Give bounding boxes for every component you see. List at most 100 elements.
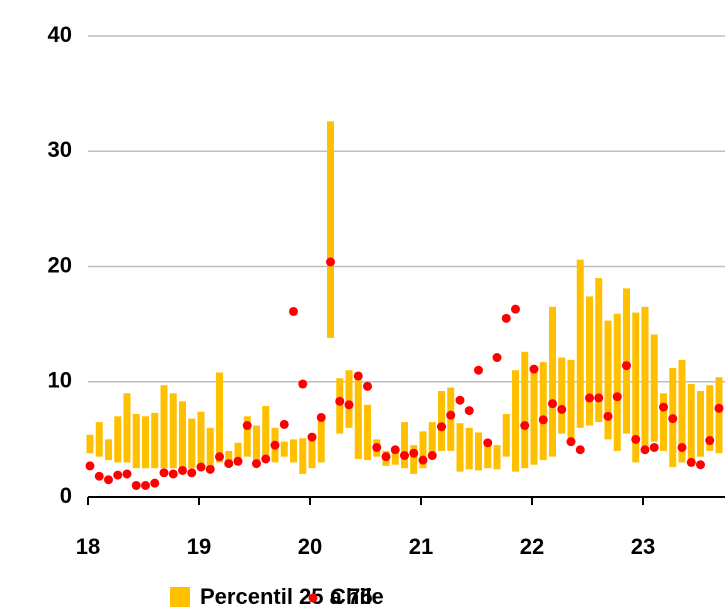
bar — [567, 359, 575, 446]
bar — [151, 412, 159, 469]
bar — [650, 334, 658, 442]
dot — [353, 371, 363, 381]
dot — [205, 464, 215, 474]
bar — [308, 433, 316, 469]
dot — [344, 400, 354, 410]
bar — [410, 445, 418, 474]
dot — [668, 414, 678, 424]
dot — [418, 455, 428, 465]
bar — [123, 393, 131, 463]
dot — [446, 410, 456, 420]
bar — [142, 416, 149, 469]
bar — [336, 378, 344, 434]
bar — [687, 384, 695, 461]
bar — [160, 385, 168, 469]
bar — [586, 296, 593, 426]
dot — [705, 436, 715, 446]
dot — [363, 381, 372, 391]
dot — [168, 469, 178, 479]
bar — [95, 422, 103, 457]
bar — [502, 414, 510, 457]
bar — [706, 385, 714, 451]
bar — [428, 422, 436, 457]
x-tick-label: 23 — [631, 534, 655, 559]
dot — [483, 438, 493, 448]
dot — [520, 421, 530, 431]
bar — [512, 370, 519, 472]
bar — [391, 450, 399, 465]
dot — [94, 471, 104, 481]
y-tick-label: 20 — [48, 252, 72, 277]
bar — [456, 423, 464, 472]
x-tick-label: 22 — [520, 534, 544, 559]
dot — [270, 440, 280, 450]
bar — [243, 416, 251, 457]
dot — [409, 448, 419, 458]
bar — [197, 411, 205, 469]
dot — [696, 460, 705, 470]
dot — [622, 361, 631, 371]
bar — [253, 425, 260, 463]
bar — [549, 306, 556, 457]
legend-label: Chile — [330, 584, 384, 609]
dot — [242, 421, 252, 431]
bar — [364, 404, 371, 461]
bar — [86, 434, 94, 454]
bar — [299, 438, 307, 474]
dot — [677, 442, 687, 452]
x-tick-label: 21 — [409, 534, 433, 559]
bar — [530, 366, 538, 465]
dot — [298, 379, 308, 389]
bar — [132, 414, 140, 469]
dot — [326, 257, 335, 267]
dot — [575, 445, 585, 455]
dot — [501, 313, 511, 323]
bar — [169, 393, 177, 469]
x-tick-label: 20 — [298, 534, 322, 559]
bar — [105, 439, 112, 461]
y-tick-label: 10 — [48, 368, 72, 393]
dot — [187, 468, 197, 478]
dot — [178, 465, 187, 475]
dot — [196, 462, 206, 472]
dot — [141, 480, 150, 490]
dot — [566, 437, 576, 447]
dot — [492, 353, 502, 363]
bar — [419, 431, 427, 469]
bar — [317, 416, 325, 463]
dot — [150, 478, 160, 488]
dot — [335, 396, 345, 406]
dot — [659, 402, 668, 412]
dot — [372, 442, 382, 452]
bar — [558, 357, 566, 434]
bar — [697, 390, 704, 457]
dot — [400, 451, 409, 461]
dot — [511, 304, 520, 314]
dot — [261, 454, 271, 464]
dot — [316, 412, 326, 422]
bar — [179, 401, 186, 469]
bar — [604, 320, 612, 440]
y-tick-label: 0 — [60, 483, 72, 508]
legend-swatch — [308, 593, 318, 603]
dot — [224, 459, 234, 469]
bar — [539, 362, 547, 461]
bar — [475, 432, 482, 471]
dot — [612, 392, 622, 402]
dot — [159, 468, 169, 478]
dot — [594, 393, 604, 403]
dot — [122, 469, 132, 479]
bar — [114, 416, 122, 463]
legend-swatch — [170, 587, 190, 607]
bar — [188, 418, 196, 469]
dot — [538, 415, 548, 425]
dot — [649, 442, 659, 452]
bar — [613, 313, 621, 451]
dot — [686, 457, 696, 467]
dot — [85, 461, 95, 471]
bar — [327, 121, 334, 338]
dot — [455, 395, 465, 405]
dot — [215, 452, 224, 462]
